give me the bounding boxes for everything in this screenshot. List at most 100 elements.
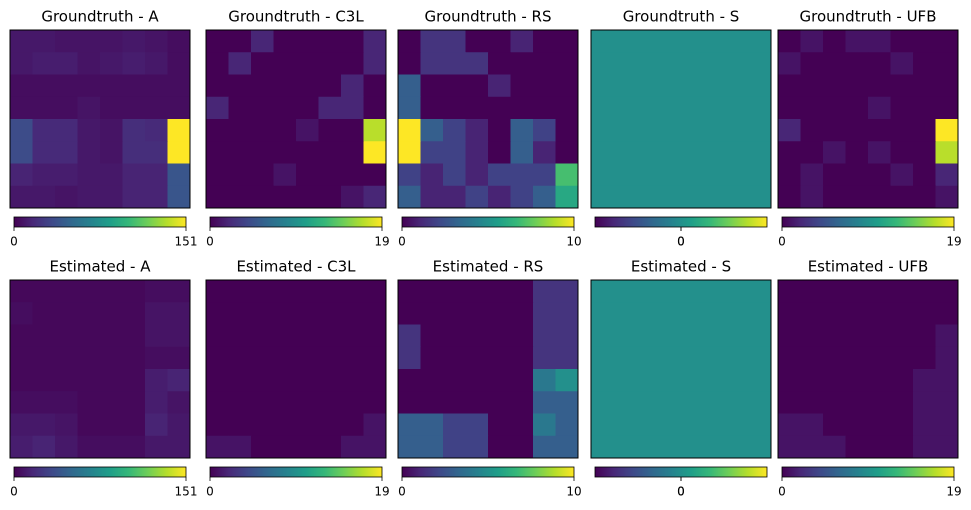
heatmap-cell xyxy=(55,413,78,437)
heatmap-cell xyxy=(167,346,191,370)
heatmap-cell xyxy=(420,435,444,459)
heatmap-cell xyxy=(100,52,123,75)
heatmap-cell xyxy=(251,435,274,459)
heatmap-cell xyxy=(658,302,682,325)
heatmap-cell xyxy=(341,185,364,209)
heatmap-cell xyxy=(636,185,659,209)
heatmap-cell xyxy=(296,369,319,392)
panel-frame xyxy=(590,279,772,459)
heatmap-cell xyxy=(77,163,101,187)
heatmap-cell xyxy=(845,96,869,120)
heatmap-cell xyxy=(55,435,78,459)
heatmap-cell xyxy=(206,280,229,303)
heatmap-cell xyxy=(510,30,534,53)
heatmap-cell xyxy=(251,391,274,414)
heatmap-cell xyxy=(613,346,637,370)
heatmap-cell xyxy=(591,346,614,370)
heatmap-cell xyxy=(636,119,659,142)
heatmap-cell xyxy=(296,30,319,53)
heatmap-cell xyxy=(167,163,191,187)
colorbar-tick-label: 151 xyxy=(175,485,198,499)
heatmap-cell xyxy=(10,96,33,120)
panel-frame xyxy=(777,29,959,209)
heatmap-cell xyxy=(488,324,511,348)
heatmap-cell xyxy=(778,185,801,209)
heatmap-cell xyxy=(778,52,801,75)
colorbar xyxy=(209,466,383,478)
heatmap-cell xyxy=(55,324,78,348)
heatmap-cell xyxy=(703,30,727,53)
heatmap-cell xyxy=(555,435,579,459)
colorbar xyxy=(401,466,575,478)
heatmap-cell xyxy=(443,346,466,370)
heatmap-cell xyxy=(122,185,146,209)
heatmap-cell xyxy=(890,391,914,414)
colorbar-tick-label: 0 xyxy=(677,485,685,499)
heatmap-cell xyxy=(465,302,489,325)
heatmap-cell xyxy=(228,74,252,98)
heatmap-cell xyxy=(145,96,168,120)
colorbar-tick-label: 0 xyxy=(206,235,214,249)
heatmap-cell xyxy=(420,119,444,142)
heatmap-cell xyxy=(122,302,146,325)
heatmap-cell xyxy=(591,119,614,142)
heatmap-cell xyxy=(296,435,319,459)
heatmap-cell xyxy=(296,280,319,303)
heatmap-cell xyxy=(465,435,489,459)
heatmap-cell xyxy=(845,413,869,437)
heatmap-cell xyxy=(228,391,252,414)
heatmap-cell xyxy=(488,30,511,53)
heatmap-cell xyxy=(363,163,387,187)
heatmap-cell xyxy=(823,324,846,348)
heatmap-cell xyxy=(145,346,168,370)
heatmap-cell xyxy=(510,346,534,370)
heatmap-cell xyxy=(32,302,56,325)
heatmap-cell xyxy=(703,302,727,325)
heatmap-cell xyxy=(363,185,387,209)
heatmap-cell xyxy=(443,185,466,209)
heatmap-cell xyxy=(55,185,78,209)
heatmap-cell xyxy=(167,435,191,459)
heatmap-cell xyxy=(167,185,191,209)
heatmap-cell xyxy=(613,302,637,325)
heatmap-cell xyxy=(488,96,511,120)
heatmap-cell xyxy=(443,30,466,53)
heatmap-cell xyxy=(443,435,466,459)
colorbar-tick-label: 19 xyxy=(374,235,389,249)
heatmap-cell xyxy=(465,391,489,414)
heatmap-cell xyxy=(443,74,466,98)
heatmap-cell xyxy=(488,141,511,164)
heatmap-cell xyxy=(398,435,421,459)
heatmap-cell xyxy=(398,280,421,303)
heatmap-cell xyxy=(100,141,123,164)
heatmap-cell xyxy=(778,141,801,164)
heatmap-cell xyxy=(100,185,123,209)
heatmap-cell xyxy=(658,119,682,142)
heatmap-cell xyxy=(167,413,191,437)
heatmap-cell xyxy=(935,119,959,142)
heatmap-cell xyxy=(206,52,229,75)
heatmap-cell xyxy=(845,141,869,164)
colorbar xyxy=(781,216,955,228)
heatmap-cell xyxy=(341,413,364,437)
heatmap-cell xyxy=(443,413,466,437)
heatmap-cell xyxy=(591,30,614,53)
heatmap-cell xyxy=(488,435,511,459)
heatmap-cell xyxy=(10,163,33,187)
heatmap-cell xyxy=(935,30,959,53)
heatmap-cell xyxy=(613,74,637,98)
heatmap-cell xyxy=(341,52,364,75)
heatmap-cell xyxy=(935,280,959,303)
heatmap-cell xyxy=(591,52,614,75)
heatmap-cell xyxy=(636,280,659,303)
heatmap-cell xyxy=(398,30,421,53)
colorbar-tick-label: 0 xyxy=(677,485,685,499)
heatmap-cell xyxy=(341,119,364,142)
panel-title: Groundtruth - RS xyxy=(424,8,551,26)
heatmap-cell xyxy=(318,96,342,120)
heatmap-cell xyxy=(206,185,229,209)
heatmap-cell xyxy=(748,141,772,164)
heatmap-cell xyxy=(167,52,191,75)
heatmap-cell xyxy=(748,74,772,98)
